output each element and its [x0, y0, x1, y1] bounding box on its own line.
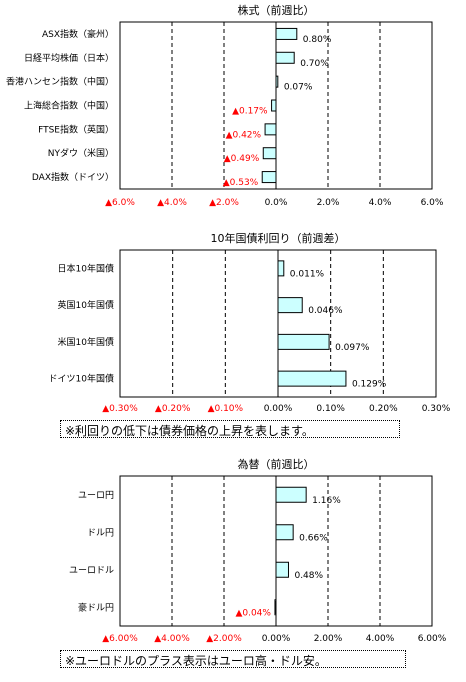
- bar: [276, 487, 306, 502]
- category-label: ユーロ円: [78, 490, 114, 501]
- bar: [275, 600, 276, 615]
- data-label: 0.48%: [294, 571, 323, 581]
- fx-note: ※ユーロドルのプラス表示はユーロ高・ドル安。: [60, 650, 406, 668]
- category-label: 豪ドル円: [78, 601, 114, 613]
- data-label: ▲0.04%: [235, 608, 271, 618]
- x-tick-label: 6.00%: [418, 634, 447, 644]
- x-tick-label: 4.00%: [366, 634, 395, 644]
- bar: [276, 525, 293, 540]
- chart-title: 為替（前週比）: [238, 457, 315, 471]
- data-label: 0.66%: [299, 533, 328, 543]
- category-label: ユーロドル: [69, 566, 114, 576]
- bond-note: ※利回りの低下は債券価格の上昇を表します。: [60, 420, 400, 438]
- x-tick-label: 2.00%: [314, 634, 343, 644]
- x-tick-label: 0.00%: [262, 634, 291, 644]
- x-tick-label: ▲4.00%: [154, 634, 190, 644]
- bar: [276, 562, 288, 577]
- category-label: ドル円: [87, 527, 114, 538]
- x-tick-label: ▲2.00%: [206, 634, 242, 644]
- x-tick-label: ▲6.00%: [102, 634, 138, 644]
- data-label: 1.16%: [312, 496, 341, 506]
